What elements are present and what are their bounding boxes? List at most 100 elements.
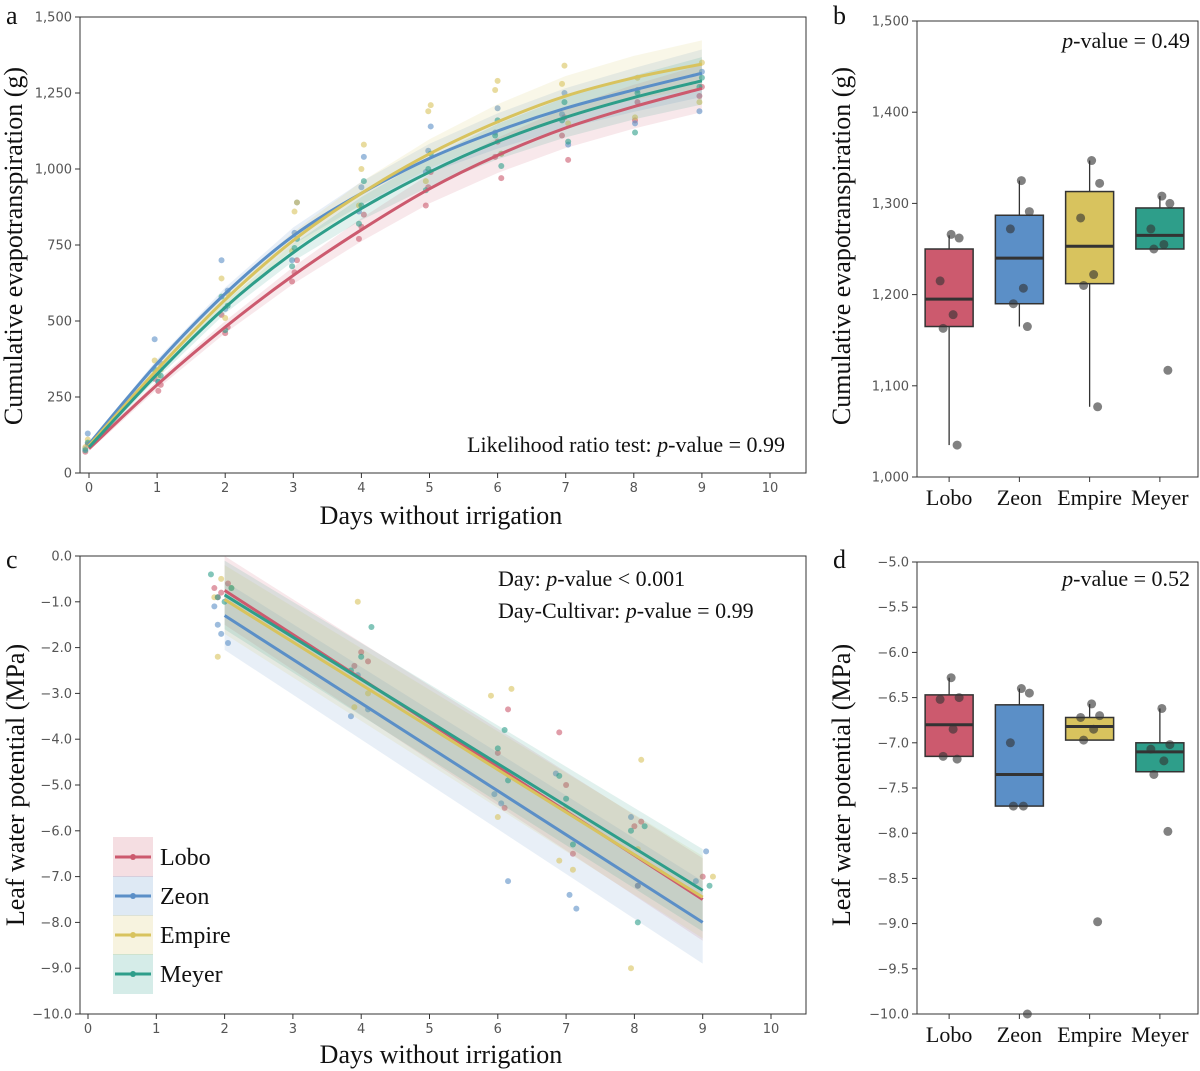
panel-a-y-tick-label: 0 bbox=[64, 467, 72, 482]
panel-c-x-tick-label: 10 bbox=[763, 1022, 780, 1037]
panel-a-test-annotation: Likelihood ratio test: p-value = 0.99 bbox=[467, 432, 785, 457]
panel-b-point-empire bbox=[1095, 178, 1105, 188]
panel-b-point-zeon bbox=[1016, 176, 1026, 186]
panel-d-point-zeon bbox=[1016, 684, 1026, 694]
panel-a-point-empire bbox=[218, 275, 225, 282]
panel-c-point-zeon bbox=[505, 878, 512, 885]
legend-label-empire: Empire bbox=[160, 923, 231, 949]
panel-c-point-empire bbox=[218, 575, 225, 582]
panel-b-point-zeon bbox=[1018, 283, 1028, 293]
panel-c-x-tick-label: 9 bbox=[699, 1022, 707, 1037]
panel-c-point-empire bbox=[354, 598, 361, 605]
panel-a-point-zeon bbox=[632, 120, 639, 127]
panel-c-point-empire bbox=[638, 756, 645, 763]
panel-a-y-tick-label: 500 bbox=[47, 315, 72, 330]
panel-c-point-lobo bbox=[501, 804, 508, 811]
panel-a-y-tick-label: 250 bbox=[47, 391, 72, 406]
panel-d-y-tick-label: −9.5 bbox=[877, 962, 909, 977]
panel-b-point-meyer bbox=[1157, 191, 1167, 201]
panel-c-point-zeon bbox=[491, 791, 498, 798]
panel-a-point-lobo bbox=[360, 211, 367, 218]
panel-c-leaf-water-potential-regression: c Leaf water potential (MPa) Days withou… bbox=[1, 545, 807, 1069]
panel-c-point-zeon bbox=[218, 630, 225, 637]
panel-c-point-zeon bbox=[225, 640, 232, 647]
panel-c-point-empire bbox=[214, 653, 221, 660]
panel-b-point-meyer bbox=[1159, 239, 1169, 249]
panel-b-point-empire bbox=[1087, 156, 1097, 166]
panel-a-point-meyer bbox=[561, 99, 568, 106]
panel-a-point-empire bbox=[559, 80, 566, 87]
panel-a-point-empire bbox=[492, 86, 499, 93]
panel-c-point-zeon bbox=[347, 713, 354, 720]
panel-c-point-lobo bbox=[225, 580, 232, 587]
panel-d-point-zeon bbox=[1022, 1009, 1032, 1019]
panel-c-label: c bbox=[6, 545, 18, 574]
panel-c-point-zeon bbox=[627, 814, 634, 821]
panel-a-x-tick-label: 9 bbox=[698, 481, 706, 496]
panel-d-label: d bbox=[833, 545, 846, 574]
panel-a-point-zeon bbox=[360, 153, 367, 160]
panel-a-x-tick-label: 6 bbox=[493, 481, 501, 496]
panel-c-day-cultivar-annotation: Day-Cultivar: p-value = 0.99 bbox=[498, 598, 754, 623]
panel-c-x-tick-label: 3 bbox=[289, 1022, 297, 1037]
panel-b-point-lobo bbox=[946, 229, 956, 239]
panel-a-point-meyer bbox=[355, 220, 362, 227]
panel-a-point-empire bbox=[291, 208, 298, 215]
panel-d-point-zeon bbox=[1018, 801, 1028, 811]
legend-marker-meyer bbox=[130, 971, 136, 977]
panel-c-point-meyer bbox=[501, 727, 508, 734]
panel-d-point-meyer bbox=[1165, 740, 1175, 750]
panel-b-category-label-empire: Empire bbox=[1057, 485, 1122, 510]
panel-b-y-tick-label: 1,000 bbox=[872, 471, 909, 486]
panel-c-point-lobo bbox=[638, 818, 645, 825]
panel-c-y-tick-label: −2.0 bbox=[40, 641, 72, 656]
panel-d-y-tick-label: −10.0 bbox=[869, 1008, 909, 1023]
panel-a-y-tick-label: 1,250 bbox=[35, 87, 72, 102]
panel-a-x-tick-label: 8 bbox=[630, 481, 638, 496]
panel-a-point-meyer bbox=[289, 263, 296, 270]
panel-d-point-empire bbox=[1095, 711, 1105, 721]
panel-a-point-lobo bbox=[289, 278, 296, 285]
panel-c-point-lobo bbox=[631, 823, 638, 830]
panel-d-y-tick-label: −5.0 bbox=[877, 556, 909, 571]
panel-a-band-empire bbox=[89, 40, 702, 449]
panel-b-y-tick-label: 1,400 bbox=[872, 106, 909, 121]
panel-c-point-meyer bbox=[214, 594, 221, 601]
panel-a-point-lobo bbox=[634, 99, 641, 106]
panel-a-point-meyer bbox=[498, 162, 505, 169]
panel-d-plot-frame bbox=[916, 561, 1199, 1015]
panel-b-y-axis-label: Cumulative evapotranspiration (g) bbox=[827, 67, 856, 425]
panel-a-point-empire bbox=[358, 166, 365, 172]
panel-a-curve-lobo bbox=[87, 86, 703, 450]
panel-a-point-lobo bbox=[155, 387, 162, 394]
panel-a-point-lobo bbox=[293, 257, 300, 264]
panel-b-point-lobo bbox=[935, 276, 945, 286]
panel-a-x-tick-label: 0 bbox=[85, 481, 93, 496]
panel-b-y-tick-label: 1,200 bbox=[872, 288, 909, 303]
panel-d-category-label-meyer: Meyer bbox=[1131, 1022, 1189, 1047]
panel-a-point-lobo bbox=[355, 235, 362, 242]
panel-d-point-meyer bbox=[1149, 769, 1159, 779]
panel-c-point-zeon bbox=[634, 882, 641, 889]
panel-d-box-meyer bbox=[1135, 742, 1185, 773]
panel-a-point-empire bbox=[293, 199, 300, 206]
panel-c-y-tick-label: −1.0 bbox=[40, 595, 72, 610]
panel-c-point-meyer bbox=[563, 795, 570, 802]
panel-d-leaf-water-potential-boxplot: d Leaf water potential (MPa) p-value = 0… bbox=[827, 545, 1199, 1047]
panel-a-curve-empire bbox=[87, 62, 703, 447]
panel-a-x-tick-label: 1 bbox=[153, 481, 161, 496]
panel-c-x-tick-label: 7 bbox=[562, 1022, 570, 1037]
panel-c-y-tick-label: −9.0 bbox=[40, 962, 72, 977]
panel-c-point-zeon bbox=[211, 603, 218, 610]
panel-d-y-tick-label: −7.5 bbox=[877, 782, 909, 797]
panel-c-point-meyer bbox=[634, 919, 641, 926]
panel-a-point-meyer bbox=[82, 447, 89, 454]
panel-a-y-tick-label: 1,000 bbox=[35, 163, 72, 178]
panel-b-point-meyer bbox=[1163, 365, 1173, 375]
panel-c-point-zeon bbox=[573, 905, 580, 912]
panel-a-point-meyer bbox=[634, 90, 641, 96]
panel-b-point-lobo bbox=[954, 233, 964, 243]
panel-b-point-lobo bbox=[952, 440, 962, 450]
panel-d-point-empire bbox=[1076, 712, 1086, 722]
panel-c-point-empire bbox=[487, 692, 494, 699]
